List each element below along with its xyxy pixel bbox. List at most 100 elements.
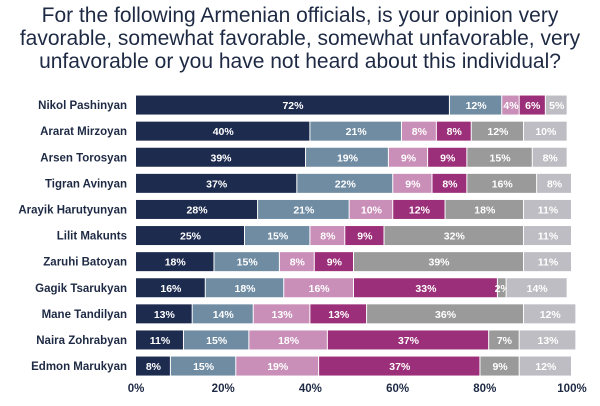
bar-segment (367, 304, 524, 324)
x-tick-label: 40% (299, 383, 322, 395)
bar-segment (136, 199, 258, 219)
bar-segment (205, 278, 284, 298)
data-label: 14% (213, 309, 235, 321)
bar-segment (388, 147, 428, 167)
data-label: 21% (346, 126, 368, 138)
bar-segment (310, 304, 367, 324)
bar-segment (327, 330, 489, 350)
bar-segment (214, 252, 279, 272)
data-label: 10% (361, 204, 383, 216)
bar-segment (136, 147, 306, 167)
bar-segment (284, 278, 353, 298)
bar-segment (183, 330, 249, 350)
bar-segment (136, 330, 183, 350)
bar-segment (236, 356, 319, 376)
x-tick-label: 100% (557, 383, 586, 395)
data-label: 9% (327, 257, 343, 269)
bar-segment (432, 173, 467, 193)
bar-segment (524, 121, 567, 141)
data-label: 8% (146, 361, 162, 373)
data-label: 25% (180, 231, 202, 243)
bar-segment (471, 121, 524, 141)
data-label: 28% (187, 204, 209, 216)
data-label: 12% (487, 126, 509, 138)
category-label: Mane Tandilyan (42, 309, 127, 321)
data-label: 16% (160, 283, 182, 295)
data-label: 19% (267, 361, 289, 373)
bar-segment (519, 356, 571, 376)
data-label: 13% (154, 309, 176, 321)
category-label: Arayik Harutyunyan (18, 204, 127, 216)
x-tick-label: 0% (128, 383, 145, 395)
bar-segment (489, 330, 519, 350)
data-label: 13% (272, 309, 294, 321)
data-label: 39% (211, 152, 233, 164)
data-label: 9% (440, 152, 456, 164)
data-label: 37% (389, 361, 411, 373)
data-label: 16% (309, 283, 331, 295)
data-label: 36% (435, 309, 457, 321)
category-label: Zaruhi Batoyan (43, 257, 127, 269)
data-label: 9% (401, 152, 417, 164)
data-label: 8% (412, 126, 428, 138)
bar-segment (537, 173, 571, 193)
data-label: 40% (213, 126, 235, 138)
bar-segment (497, 278, 506, 298)
data-label: 15% (193, 361, 215, 373)
data-label: 18% (474, 204, 496, 216)
bar-segment (136, 226, 244, 246)
bar-segment (519, 330, 576, 350)
bar-segment (506, 278, 567, 298)
bar-segment (467, 173, 537, 193)
bar-segment (310, 121, 401, 141)
bar-segment (136, 252, 214, 272)
data-label: 9% (492, 361, 508, 373)
bar-segment (524, 199, 571, 219)
data-label: 8% (320, 231, 336, 243)
chart-title: For the following Armenian officials, is… (19, 4, 581, 73)
category-label: Ararat Mirzoyan (40, 126, 127, 138)
data-label: 8% (547, 178, 563, 190)
data-label: 12% (409, 204, 431, 216)
data-label: 18% (165, 257, 187, 269)
data-label: 15% (490, 152, 512, 164)
data-label: 9% (357, 231, 373, 243)
bar-segment (354, 252, 524, 272)
data-label: 72% (282, 100, 304, 112)
data-label: 15% (267, 231, 289, 243)
bar-segment (136, 304, 192, 324)
bar-segment (502, 95, 519, 115)
bar-segment (319, 356, 480, 376)
category-label: Lilit Makunts (57, 231, 127, 243)
data-label: 11% (538, 257, 559, 269)
data-label: 32% (444, 231, 466, 243)
bar-segment (467, 147, 532, 167)
bar-segment (136, 356, 170, 376)
category-label: Arsen Torosyan (40, 152, 127, 164)
bar-segment (136, 121, 310, 141)
bar-segment (345, 226, 384, 246)
bar-segment (245, 226, 310, 246)
data-label: 22% (335, 178, 357, 190)
category-label: Nikol Pashinyan (38, 100, 127, 112)
data-label: 10% (535, 126, 557, 138)
bar-segment (384, 226, 524, 246)
bar-segment (249, 330, 327, 350)
category-label: Tigran Avinyan (45, 178, 127, 190)
data-label: 15% (206, 335, 228, 347)
category-label: Gagik Tsarukyan (35, 283, 127, 295)
data-label: 18% (278, 335, 300, 347)
bar-segment (170, 356, 236, 376)
bar-segment (436, 121, 471, 141)
x-tick-label: 60% (386, 383, 409, 395)
bar-segment (480, 356, 519, 376)
bar-segment (445, 199, 524, 219)
data-label: 37% (398, 335, 420, 347)
data-label: 39% (429, 257, 451, 269)
bar-segment (253, 304, 310, 324)
bar-segment (524, 226, 571, 246)
bar-segment (258, 199, 349, 219)
data-label: 11% (150, 335, 171, 347)
bar-segment (393, 199, 445, 219)
category-label: Naira Zohrabyan (36, 335, 127, 347)
